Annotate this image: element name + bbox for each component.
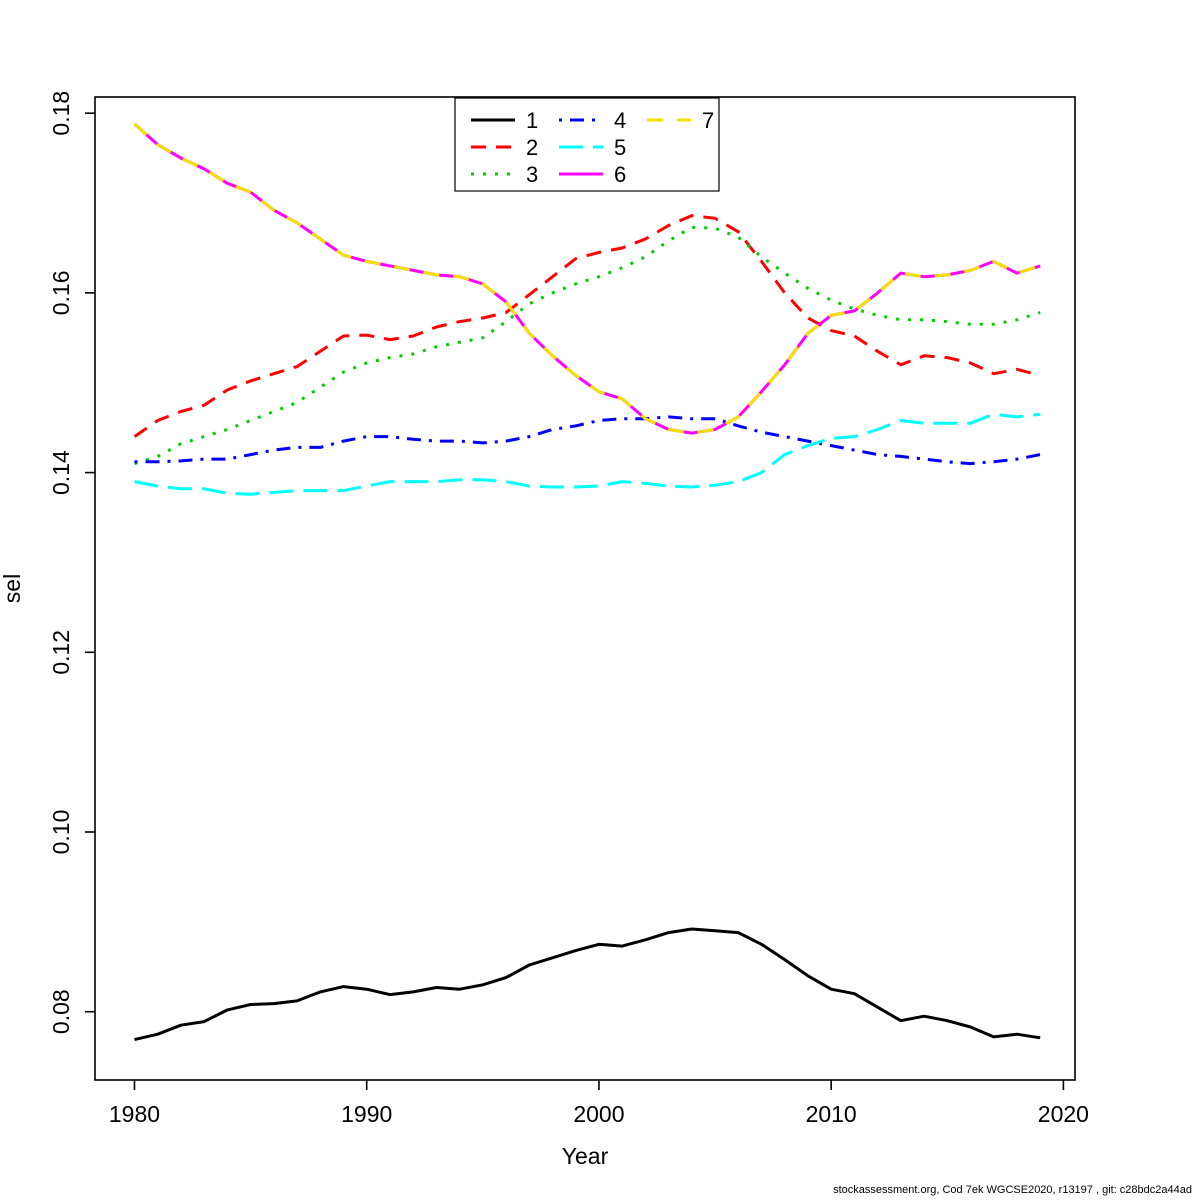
legend-label-7: 7	[702, 108, 714, 133]
series-line-1	[134, 927, 1041, 1042]
y-axis-title: sel	[0, 574, 25, 603]
plot-border	[94, 96, 1076, 1081]
y-tick-label: 0.12	[48, 630, 74, 675]
legend-label-1: 1	[526, 108, 538, 133]
y-tick-label: 0.08	[48, 989, 74, 1034]
x-tick-label: 1990	[341, 1101, 392, 1127]
x-tick-label: 2010	[806, 1101, 857, 1127]
y-tick-label: 0.16	[48, 270, 74, 315]
x-tick-label: 2000	[573, 1101, 624, 1127]
legend-box	[454, 97, 720, 192]
legend-label-5: 5	[614, 135, 626, 160]
legend-label-6: 6	[614, 162, 626, 187]
legend-label-2: 2	[526, 135, 538, 160]
footer-caption: stockassessment.org, Cod 7ek WGCSE2020, …	[833, 1184, 1192, 1196]
y-tick-label: 0.14	[48, 450, 74, 495]
series-line-3	[134, 225, 1041, 466]
legend-label-3: 3	[526, 162, 538, 187]
series-line-7	[133, 122, 1041, 435]
series-line-4	[134, 415, 1041, 466]
legend-label-4: 4	[614, 108, 626, 133]
y-tick-label: 0.10	[48, 810, 74, 855]
x-tick-label: 1980	[109, 1101, 160, 1127]
series-line-2	[133, 214, 1041, 438]
x-tick-label: 2020	[1038, 1101, 1089, 1127]
y-tick-label: 0.18	[48, 91, 74, 136]
x-axis-title: Year	[562, 1143, 609, 1169]
series-line-5	[134, 412, 1041, 496]
